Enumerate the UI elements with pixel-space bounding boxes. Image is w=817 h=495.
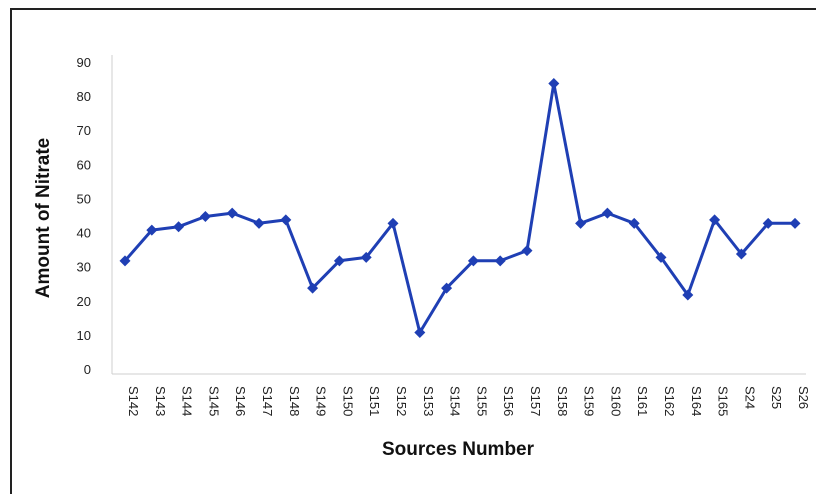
- data-point: [575, 217, 587, 229]
- x-tick-label: S25: [769, 386, 784, 409]
- y-tick-label: 90: [77, 55, 91, 70]
- x-tick-label: S149: [314, 386, 329, 416]
- data-point: [709, 214, 721, 226]
- y-tick-label: 60: [77, 157, 91, 172]
- y-tick-label: 70: [77, 123, 91, 138]
- x-tick-label: S152: [394, 386, 409, 416]
- data-point: [548, 77, 560, 89]
- x-tick-label: S161: [635, 386, 650, 416]
- y-tick-label: 50: [77, 191, 91, 206]
- x-tick-label: S148: [287, 386, 302, 416]
- x-tick-label: S147: [260, 386, 275, 416]
- data-point: [387, 217, 399, 229]
- x-tick-label: S157: [528, 386, 543, 416]
- data-point: [146, 224, 158, 236]
- data-point: [628, 217, 640, 229]
- x-tick-labels: S142 S143 S144 S145 S146 S147 S148 S149 S150 S151…: [126, 386, 811, 416]
- y-axis-title: Amount of Nitrate: [33, 138, 54, 298]
- x-tick-label: S142: [126, 386, 141, 416]
- data-point: [655, 251, 667, 263]
- x-tick-label: S26: [796, 386, 811, 409]
- x-tick-label: S150: [340, 386, 355, 416]
- x-tick-label: S153: [421, 386, 436, 416]
- data-point: [226, 207, 238, 219]
- y-tick-label: 0: [84, 362, 91, 377]
- y-tick-label: 10: [77, 328, 91, 343]
- data-point: [762, 217, 774, 229]
- x-tick-label: S156: [501, 386, 516, 416]
- x-tick-label: S154: [448, 386, 463, 416]
- x-tick-label: S146: [233, 386, 248, 416]
- data-point: [333, 255, 345, 267]
- y-tick-label: 40: [77, 226, 91, 241]
- data-point: [173, 221, 185, 233]
- data-point: [682, 289, 694, 301]
- x-tick-label: S143: [153, 386, 168, 416]
- data-point: [307, 282, 319, 294]
- x-tick-label: S159: [582, 386, 597, 416]
- x-tick-label: S155: [474, 386, 489, 416]
- data-point: [414, 326, 426, 338]
- data-point: [253, 217, 265, 229]
- y-tick-label: 80: [77, 89, 91, 104]
- x-tick-label: S151: [367, 386, 382, 416]
- data-point: [360, 251, 372, 263]
- data-point: [521, 245, 533, 257]
- x-tick-label: S164: [689, 386, 704, 416]
- data-point: [441, 282, 453, 294]
- y-tick-label: 30: [77, 260, 91, 275]
- y-tick-label: 20: [77, 294, 91, 309]
- data-point: [601, 207, 613, 219]
- y-tick-labels: 0 10 20 30 40 50 60 70 80 90: [77, 55, 91, 377]
- x-tick-label: S24: [742, 386, 757, 409]
- data-points: [119, 77, 801, 338]
- data-point: [280, 214, 292, 226]
- x-tick-label: S160: [608, 386, 623, 416]
- series-line: [123, 82, 795, 334]
- x-tick-label: S165: [716, 386, 731, 416]
- data-point: [735, 248, 747, 260]
- chart-frame: [10, 8, 816, 494]
- x-tick-label: S162: [662, 386, 677, 416]
- data-point: [119, 255, 131, 267]
- x-tick-label: S158: [555, 386, 570, 416]
- data-point: [467, 255, 479, 267]
- data-point: [789, 217, 801, 229]
- x-tick-label: S145: [206, 386, 221, 416]
- x-tick-label: S144: [180, 386, 195, 416]
- x-axis-title: Sources Number: [382, 439, 535, 460]
- data-point: [494, 255, 506, 267]
- data-point: [199, 211, 211, 222]
